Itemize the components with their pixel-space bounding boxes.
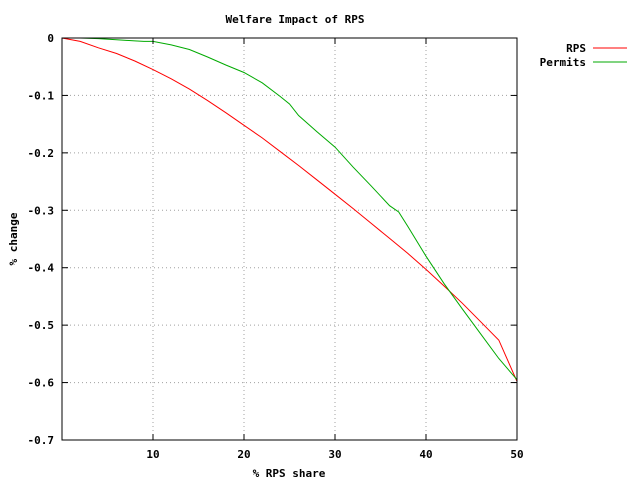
y-tick-label: 0 — [47, 32, 54, 45]
y-tick-label: -0.2 — [28, 147, 55, 160]
series-line-permits — [62, 37, 518, 381]
x-axis-label: % RPS share — [253, 467, 326, 480]
y-tick-label: -0.7 — [28, 434, 55, 447]
y-tick-label: -0.3 — [28, 204, 55, 217]
y-tick-label: -0.4 — [28, 262, 55, 275]
series-lines — [61, 37, 518, 382]
x-tick-label: 50 — [510, 448, 523, 461]
series-line-rps — [61, 37, 518, 382]
legend-label-rps: RPS — [566, 42, 586, 55]
chart-title: Welfare Impact of RPS — [225, 13, 364, 26]
axis-ticks: 0 -0.1 -0.2 -0.3 -0.4 -0.5 -0.6 -0.7 10 20 30 40 50 — [28, 32, 524, 461]
x-tick-label: 10 — [146, 448, 159, 461]
y-tick-label: -0.6 — [28, 377, 55, 390]
y-axis-label: % change — [7, 212, 20, 265]
y-tick-label: -0.5 — [28, 319, 55, 332]
y-tick-label: -0.1 — [28, 89, 55, 102]
plot-frame — [61, 37, 518, 441]
grid — [62, 38, 517, 440]
x-tick-label: 40 — [419, 448, 432, 461]
x-tick-label: 30 — [328, 448, 341, 461]
legend-label-permits: Permits — [540, 56, 586, 69]
x-tick-label: 20 — [237, 448, 250, 461]
